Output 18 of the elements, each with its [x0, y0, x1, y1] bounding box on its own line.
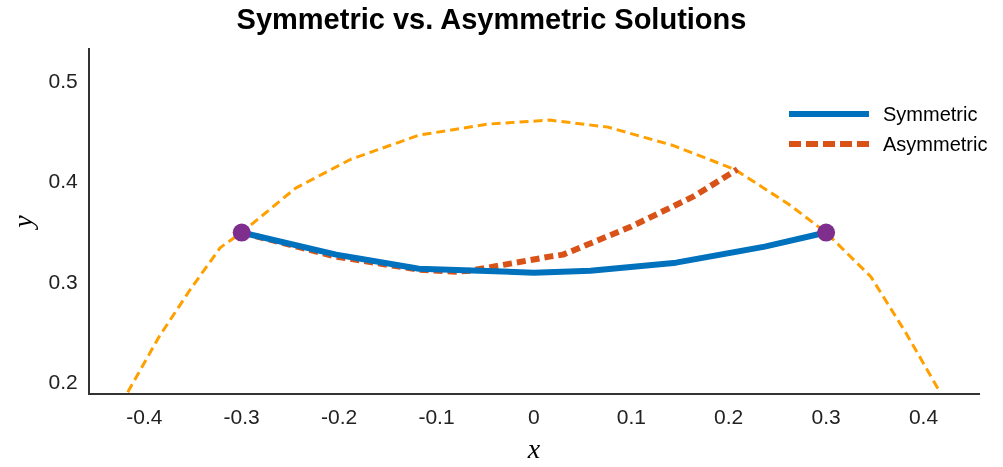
x-tick-label: 0.2 — [714, 404, 744, 428]
x-tick-label: -0.2 — [321, 404, 358, 428]
y-tick-label: 0.3 — [48, 269, 78, 293]
y-axis-title: y — [7, 214, 39, 231]
x-tick-label: 0.4 — [908, 404, 939, 428]
x-tick-label: 0.1 — [616, 404, 646, 428]
legend-label: Asymmetric — [883, 131, 988, 157]
x-axis-title: x — [526, 432, 541, 464]
x-tick-label: -0.4 — [126, 404, 163, 428]
y-tick-label: 0.5 — [48, 68, 78, 92]
legend-label: Symmetric — [883, 101, 978, 127]
x-tick-label: 0 — [528, 404, 540, 428]
y-tick-label: 0.2 — [48, 369, 78, 393]
x-tick-label: -0.3 — [223, 404, 260, 428]
x-tick-label: -0.1 — [418, 404, 455, 428]
chart-title: Symmetric vs. Asymmetric Solutions — [236, 3, 747, 36]
x-tick-label: 0.3 — [811, 404, 841, 428]
y-tick-label: 0.4 — [48, 169, 79, 193]
